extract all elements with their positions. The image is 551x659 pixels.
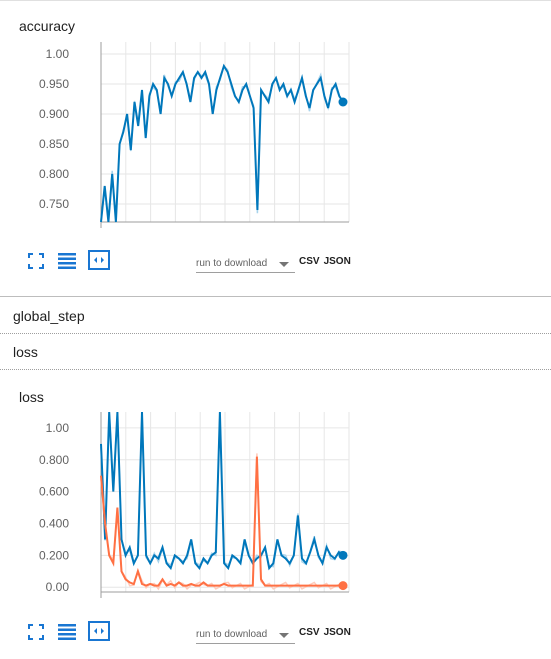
chart-controls: run to download CSV JSON [0, 619, 551, 649]
group-global-step[interactable]: global_step [0, 299, 551, 334]
fit-domain-icon[interactable] [88, 621, 110, 641]
chart-title: accuracy [19, 18, 76, 34]
expand-icon[interactable] [26, 251, 46, 271]
list-icon[interactable] [57, 251, 77, 271]
y-tick-label: 0.600 [39, 485, 69, 499]
series-line [100, 411, 344, 571]
y-tick-label: 0.00 [46, 580, 70, 594]
json-link[interactable]: JSON [323, 627, 351, 638]
y-tick-label: 1.00 [46, 47, 70, 61]
series-line [100, 456, 343, 587]
chart-controls: run to download CSV JSON [0, 248, 551, 278]
series-line [100, 63, 344, 223]
y-tick-label: 0.800 [39, 453, 69, 467]
run-download-select[interactable]: run to download [196, 258, 295, 273]
csv-link[interactable]: CSV [299, 627, 320, 638]
chevron-down-icon [279, 262, 289, 267]
run-download-label: run to download [196, 629, 268, 640]
section-divider [0, 296, 551, 297]
loss-card: loss 1.00 0.800 0.600 0.400 0.200 0.00 run to… [0, 370, 551, 659]
y-tick-label: 0.850 [39, 137, 69, 151]
y-tick-label: 0.400 [39, 517, 69, 531]
csv-link[interactable]: CSV [299, 256, 320, 267]
y-tick-label: 0.750 [39, 197, 69, 211]
y-tick-label: 1.00 [46, 421, 70, 435]
json-link[interactable]: JSON [323, 256, 351, 267]
download-links: CSV JSON [299, 256, 355, 267]
top-divider [0, 0, 551, 1]
chevron-down-icon [279, 633, 289, 638]
expand-icon[interactable] [26, 622, 46, 642]
y-tick-label: 0.800 [39, 167, 69, 181]
series-last-point [338, 97, 348, 107]
y-tick-label: 0.900 [39, 107, 69, 121]
group-label: loss [13, 344, 38, 360]
accuracy-card: accuracy 1.00 0.950 0.900 0.850 0.800 0.750 r… [0, 0, 551, 290]
group-loss[interactable]: loss [0, 335, 551, 370]
y-tick-label: 0.950 [39, 77, 69, 91]
list-icon[interactable] [57, 622, 77, 642]
series-last-point [338, 550, 348, 560]
group-label: global_step [13, 308, 85, 324]
run-download-label: run to download [196, 258, 268, 269]
accuracy-chart[interactable]: 1.00 0.950 0.900 0.850 0.800 0.750 [0, 40, 360, 230]
loss-chart[interactable]: 1.00 0.800 0.600 0.400 0.200 0.00 [0, 410, 360, 600]
chart-title: loss [19, 389, 44, 405]
y-tick-label: 0.200 [39, 548, 69, 562]
fit-domain-icon[interactable] [88, 250, 110, 270]
series-last-point [338, 581, 348, 591]
download-links: CSV JSON [299, 627, 355, 638]
run-download-select[interactable]: run to download [196, 629, 295, 644]
